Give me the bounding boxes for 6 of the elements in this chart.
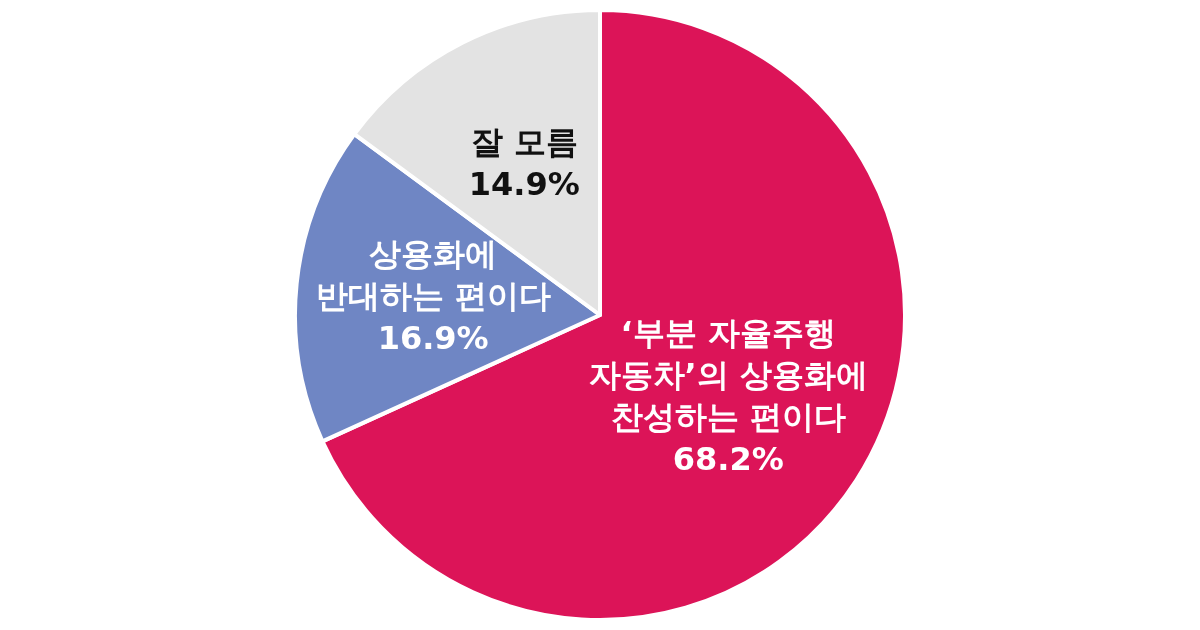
slice-label: 상용화에 반대하는 편이다 — [315, 234, 551, 315]
slice-label: ‘부분 자율주행 자동차’의 상용화에 찬성하는 편이다 — [588, 313, 868, 436]
data-label: 16.9% — [377, 318, 489, 357]
slice-label: 잘 모름 — [470, 123, 578, 162]
data-label: 68.2% — [672, 439, 784, 478]
data-label: 14.9% — [468, 165, 580, 204]
